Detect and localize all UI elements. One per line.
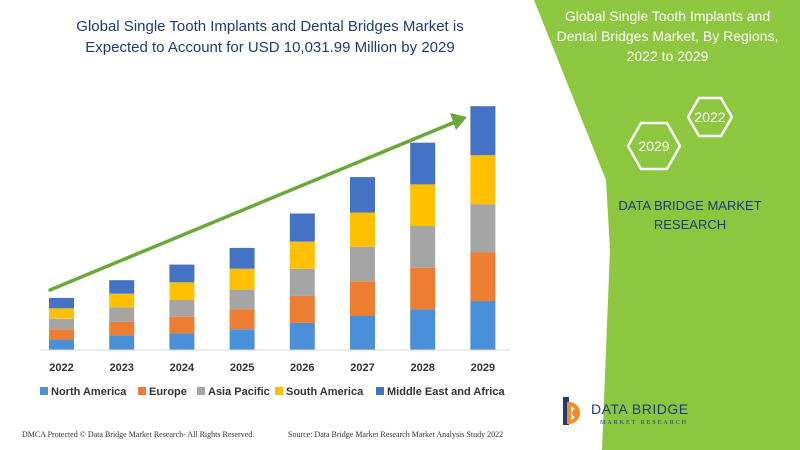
bar-segment-2027-s1	[350, 281, 375, 316]
bar-segment-2023-s1	[109, 321, 135, 336]
panel-title-line-1: Global Single Tooth Implants and	[564, 8, 771, 24]
bar-segment-2024-s4	[169, 264, 195, 283]
x-tick-label-2025: 2025	[230, 362, 254, 374]
bar-segment-2029-s0	[470, 301, 496, 350]
bar-segment-2026-s3	[289, 241, 315, 269]
bar-segment-2027-s4	[350, 177, 375, 213]
bar-segment-2026-s4	[289, 213, 315, 242]
hexagon-badge-2029: 2029	[626, 121, 682, 171]
x-tick-label-2023: 2023	[109, 362, 133, 374]
panel-title-line-2: Dental Bridges Market, By Regions,	[556, 28, 779, 44]
hexagon-badge-2022: 2022	[686, 96, 734, 138]
bar-segment-2028-s1	[410, 267, 436, 310]
panel-brand-line-1: DATA BRIDGE MARKET	[618, 198, 762, 213]
bar-segment-2028-s0	[410, 309, 436, 350]
legend-swatch-s2	[197, 387, 205, 395]
bar-segment-2029-s2	[470, 204, 496, 253]
chart-title: Global Single Tooth Implants and Dental …	[40, 16, 500, 58]
bar-segment-2022-s0	[49, 339, 74, 350]
legend-swatch-s1	[138, 387, 146, 395]
logo-tagline: MARKET RESEARCH	[600, 420, 689, 426]
bar-segment-2022-s3	[49, 308, 74, 319]
bar-segment-2024-s3	[169, 282, 195, 300]
panel-brand-name: DATA BRIDGE MARKET RESEARCH	[600, 196, 780, 234]
bar-segment-2025-s0	[229, 329, 255, 350]
chart-title-line-2: Expected to Account for USD 10,031.99 Mi…	[85, 39, 455, 56]
panel-title-line-3: 2022 to 2029	[626, 48, 709, 64]
panel-title: Global Single Tooth Implants and Dental …	[540, 6, 795, 66]
bar-segment-2024-s0	[169, 333, 195, 350]
bar-segment-2022-s4	[49, 297, 74, 309]
data-bridge-logo-icon	[563, 397, 580, 425]
x-axis-ticks: 2022 2023 2024 2025 2026 2027 2028 2029	[49, 362, 495, 374]
bar-segment-2027-s2	[350, 246, 375, 282]
bar-segment-2024-s1	[169, 316, 195, 334]
legend-label-s0: North America	[51, 386, 127, 398]
bar-segment-2023-s4	[109, 280, 135, 294]
source-note: Source: Data Bridge Market Research Mark…	[288, 430, 504, 439]
legend-label-s4: Middle East and Africa	[387, 386, 505, 398]
legend-swatch-s4	[376, 387, 384, 395]
hexagon-label-2022: 2022	[694, 109, 725, 125]
x-tick-label-2024: 2024	[170, 362, 195, 374]
bar-segment-2025-s2	[229, 289, 255, 310]
legend-label-s1: Europe	[149, 386, 187, 398]
bar-segment-2026-s0	[289, 322, 315, 350]
bar-segment-2025-s1	[229, 309, 255, 330]
growth-trend-arrow	[48, 113, 467, 292]
dmca-notice: DMCA Protected © Data Bridge Market Rese…	[22, 430, 255, 439]
x-tick-label-2022: 2022	[49, 362, 73, 374]
logo-name: DATA BRIDGE	[591, 401, 689, 417]
chart-legend: North America Europe Asia Pacific South Ame…	[40, 386, 505, 398]
bar-segment-2022-s2	[49, 318, 74, 330]
bar-segment-2025-s3	[229, 268, 255, 290]
bar-segment-2023-s2	[109, 307, 135, 322]
bar-segment-2026-s1	[289, 295, 315, 323]
bar-segment-2023-s0	[109, 335, 135, 350]
bar-segment-2029-s1	[470, 252, 496, 302]
x-tick-label-2027: 2027	[350, 362, 374, 374]
legend-label-s3: South America	[286, 386, 364, 398]
bar-segment-2026-s2	[289, 268, 315, 296]
bar-segment-2029-s4	[470, 106, 496, 156]
chart-title-line-1: Global Single Tooth Implants and Dental …	[76, 18, 464, 35]
x-tick-label-2028: 2028	[410, 362, 434, 374]
legend-label-s2: Asia Pacific	[208, 386, 270, 398]
bar-segment-2024-s2	[169, 300, 195, 317]
bar-segment-2028-s3	[410, 184, 436, 227]
bar-segment-2022-s1	[49, 329, 74, 340]
bar-segment-2028-s2	[410, 226, 436, 268]
legend-swatch-s3	[275, 387, 283, 395]
regions-panel	[534, 0, 800, 450]
x-tick-label-2026: 2026	[290, 362, 314, 374]
bar-segment-2029-s3	[470, 155, 496, 205]
bar-segment-2027-s0	[350, 315, 375, 350]
bar-segment-2028-s4	[410, 142, 436, 185]
bar-segment-2027-s3	[350, 212, 375, 247]
legend-swatch-s0	[40, 387, 48, 395]
bar-segment-2025-s4	[229, 247, 255, 269]
bar-segment-2023-s3	[109, 293, 135, 308]
stacked-bars	[49, 106, 496, 350]
panel-brand-line-2: RESEARCH	[653, 217, 727, 232]
hexagon-label-2029: 2029	[638, 138, 669, 154]
x-tick-label-2029: 2029	[471, 362, 495, 374]
